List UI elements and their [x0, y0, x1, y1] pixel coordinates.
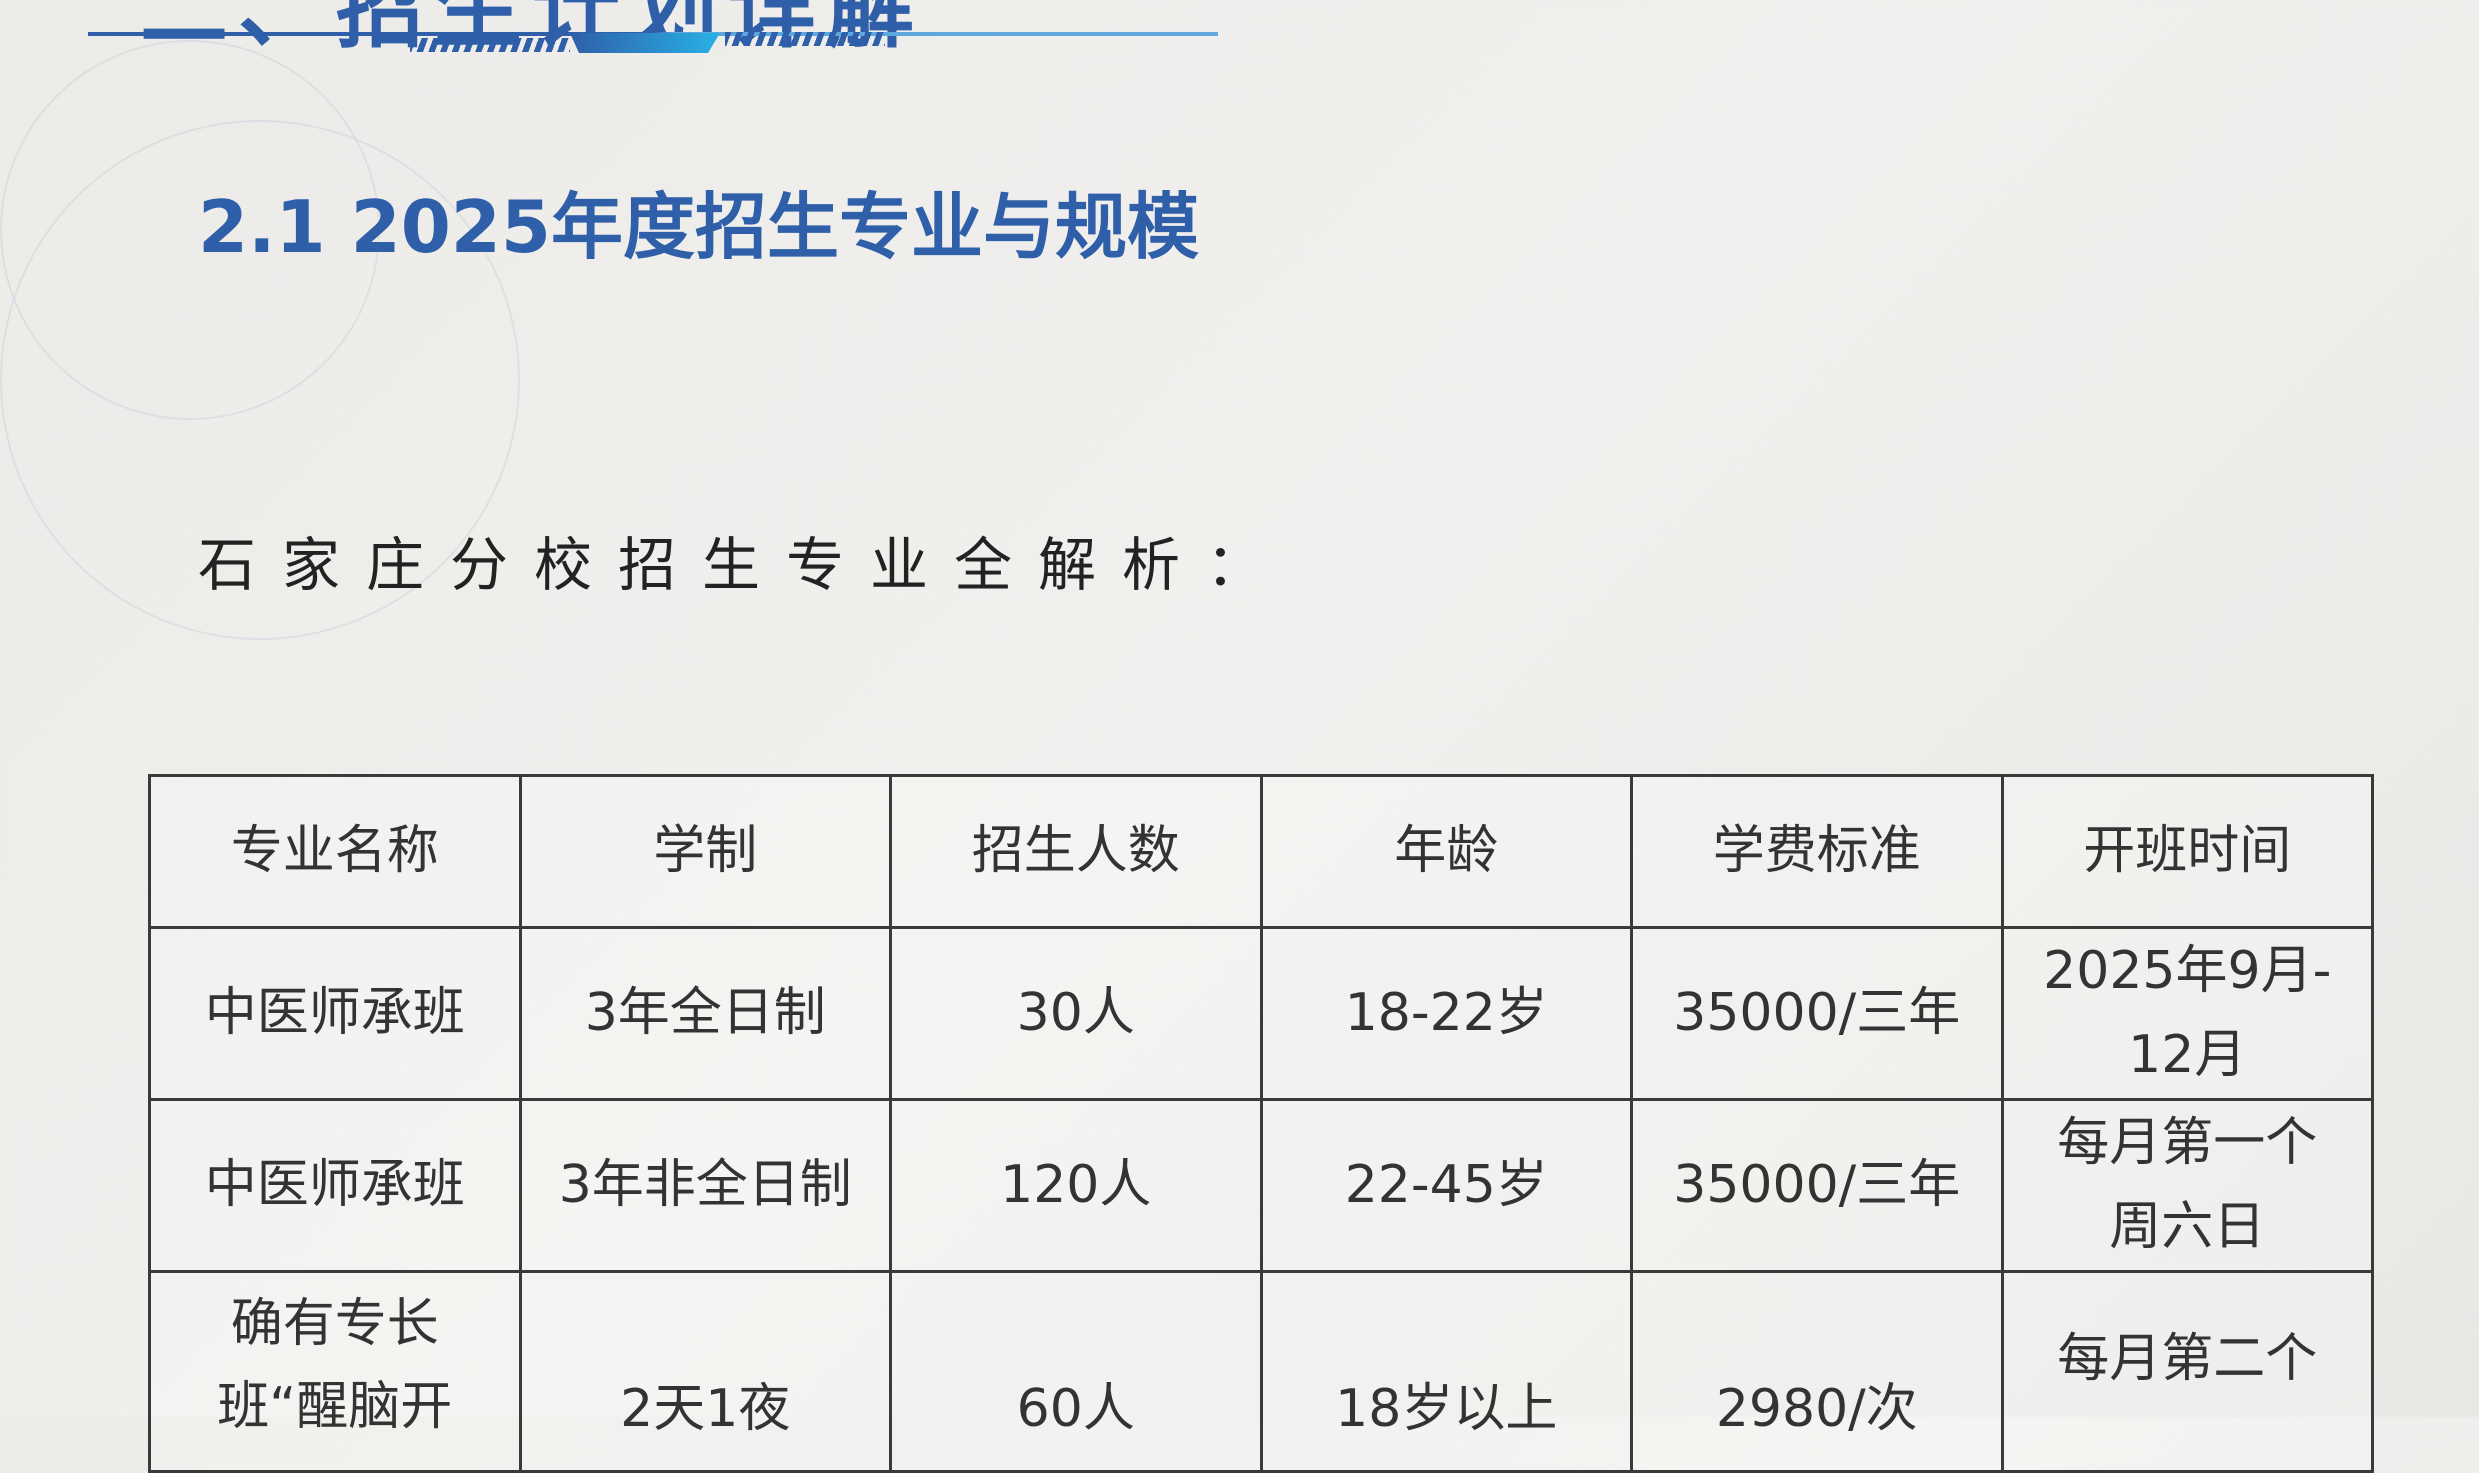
header-cell: 专业名称	[148, 774, 522, 929]
background-decoration	[0, 120, 520, 640]
table-cell: 中医师承班	[148, 1098, 522, 1273]
table-cell: 60人	[889, 1270, 1263, 1473]
table-cell: 中医师承班	[148, 926, 522, 1101]
header-cell: 招生人数	[889, 774, 1263, 929]
table-row: 中医师承班 3年非全日制 120人 22-45岁 35000/三年 每月第一个周…	[148, 1098, 2374, 1273]
table-cell: 2025年9月-12月	[2000, 926, 2374, 1101]
section-title: 2.1 2025年度招生专业与规模	[198, 185, 1200, 269]
header-cell: 学费标准	[1630, 774, 2004, 929]
table-cell: 每月第二个	[2000, 1270, 2374, 1473]
title-stripes	[410, 38, 570, 52]
header-cell: 开班时间	[2000, 774, 2374, 929]
table-cell: 3年非全日制	[518, 1098, 892, 1273]
table-row: 确有专长班“醒脑开 2天1夜 60人 18岁以上 2980/次 每月第二个	[148, 1270, 2374, 1473]
table-cell: 35000/三年	[1630, 926, 2004, 1101]
header-cell: 年龄	[1259, 774, 1633, 929]
header-cell: 学制	[518, 774, 892, 929]
table-cell: 22-45岁	[1259, 1098, 1633, 1273]
table-row: 中医师承班 3年全日制 30人 18-22岁 35000/三年 2025年9月-…	[148, 926, 2374, 1101]
table-cell: 3年全日制	[518, 926, 892, 1101]
table-cell: 30人	[889, 926, 1263, 1101]
table-cell: 确有专长班“醒脑开	[148, 1270, 522, 1473]
title-gradient-bar	[570, 33, 720, 53]
table-cell: 每月第一个周六日	[2000, 1098, 2374, 1273]
table-cell: 120人	[889, 1098, 1263, 1273]
table-cell: 18-22岁	[1259, 926, 1633, 1101]
table-cell: 2980/次	[1630, 1270, 2004, 1473]
table-header-row: 专业名称 学制 招生人数 年龄 学费标准 开班时间	[148, 774, 2374, 929]
table-cell: 35000/三年	[1630, 1098, 2004, 1273]
subtitle: 石家庄分校招生专业全解析：	[198, 531, 1291, 599]
table-cell: 2天1夜	[518, 1270, 892, 1473]
table-cell: 18岁以上	[1259, 1270, 1633, 1473]
title-stripes	[725, 32, 885, 46]
enrollment-table: 专业名称 学制 招生人数 年龄 学费标准 开班时间 中医师承班 3年全日制 30…	[148, 774, 2374, 1473]
